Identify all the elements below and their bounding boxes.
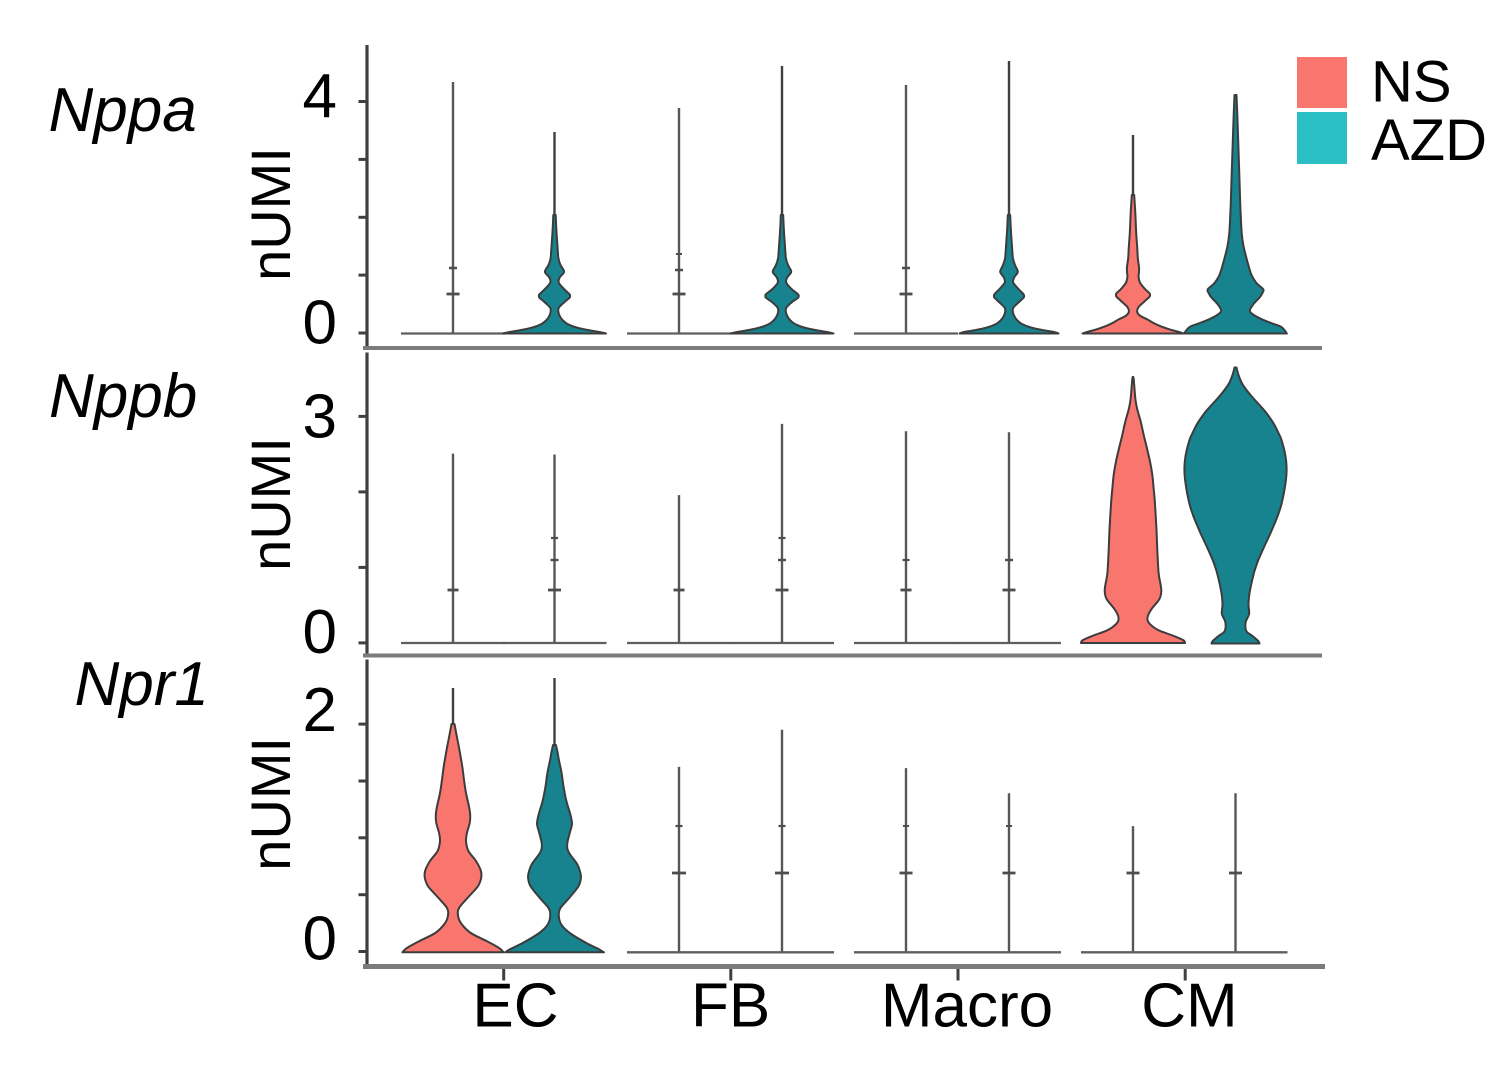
svg-text:Nppa: Nppa — [49, 76, 197, 145]
svg-text:2: 2 — [303, 676, 337, 745]
svg-text:FB: FB — [691, 971, 770, 1040]
svg-text:4: 4 — [303, 62, 337, 131]
svg-text:nUMI: nUMI — [239, 737, 302, 871]
svg-text:Npr1: Npr1 — [75, 650, 209, 719]
svg-text:0: 0 — [303, 288, 337, 357]
svg-text:Nppb: Nppb — [49, 362, 197, 431]
svg-text:0: 0 — [303, 598, 337, 667]
svg-text:3: 3 — [303, 383, 337, 452]
svg-text:Macro: Macro — [881, 971, 1053, 1040]
svg-text:AZD: AZD — [1371, 108, 1487, 173]
svg-text:NS: NS — [1371, 50, 1452, 115]
svg-text:CM: CM — [1141, 971, 1237, 1040]
svg-text:nUMI: nUMI — [239, 147, 302, 281]
svg-text:EC: EC — [472, 971, 558, 1040]
svg-text:nUMI: nUMI — [239, 437, 302, 571]
svg-text:0: 0 — [303, 905, 337, 974]
